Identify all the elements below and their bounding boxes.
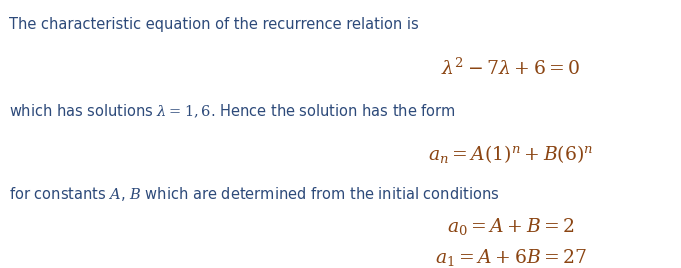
Text: $a_1 = A + 6B = 27$: $a_1 = A + 6B = 27$ [434, 247, 587, 268]
Text: The characteristic equation of the recurrence relation is: The characteristic equation of the recur… [9, 17, 419, 32]
Text: for constants $A$, $B$ which are determined from the initial conditions: for constants $A$, $B$ which are determi… [9, 185, 499, 203]
Text: $a_n = A(1)^n + B(6)^n$: $a_n = A(1)^n + B(6)^n$ [428, 143, 593, 165]
Text: which has solutions $\lambda = 1, 6$. Hence the solution has the form: which has solutions $\lambda = 1, 6$. He… [9, 103, 456, 120]
Text: $\lambda^2 - 7\lambda + 6 = 0$: $\lambda^2 - 7\lambda + 6 = 0$ [441, 58, 581, 79]
Text: $a_0 = A + B = 2$: $a_0 = A + B = 2$ [447, 216, 575, 237]
